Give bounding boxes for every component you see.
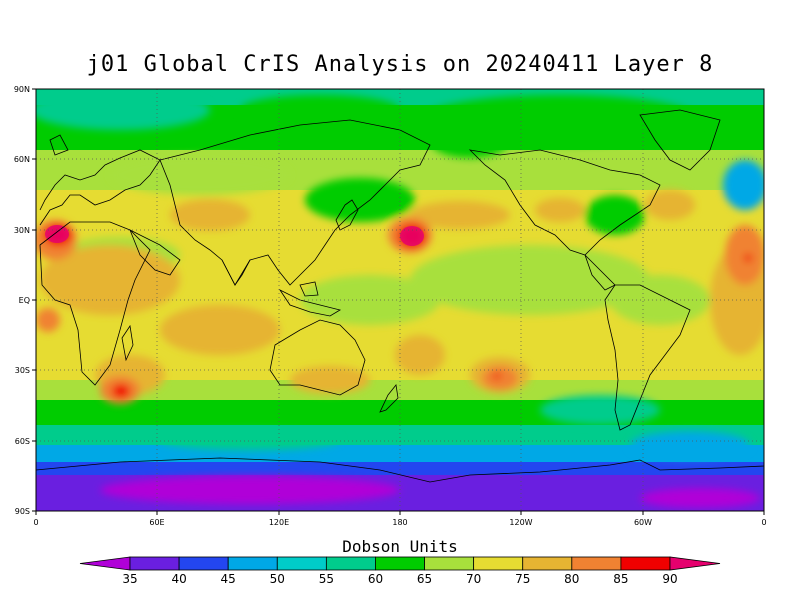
colorbar-segment — [276, 556, 327, 571]
colorbar-segment — [325, 556, 376, 571]
lon-label: 120W — [509, 518, 532, 527]
colorbar-level-label: 90 — [662, 572, 677, 586]
lon-label: 60W — [634, 518, 652, 527]
colorbar — [79, 556, 721, 571]
colorbar-segment — [129, 556, 180, 571]
colorbar-level-label: 70 — [466, 572, 481, 586]
colorbar-segment — [522, 556, 573, 571]
colorbar-segment — [571, 556, 622, 571]
lat-label: 90S — [15, 507, 30, 516]
lon-label: 120E — [269, 518, 289, 527]
graticule — [36, 89, 764, 511]
colorbar-level-label: 65 — [417, 572, 432, 586]
colorbar-segment — [424, 556, 475, 571]
lat-label: EQ — [19, 296, 30, 305]
colorbar-level-label: 85 — [613, 572, 628, 586]
colorbar-level-label: 45 — [221, 572, 236, 586]
lon-label: 0 — [761, 518, 766, 527]
lon-label: 60E — [149, 518, 164, 527]
colorbar-level-label: 60 — [368, 572, 383, 586]
colorbar-level-label: 35 — [122, 572, 137, 586]
lat-label: 30S — [15, 366, 30, 375]
axis-ticks — [32, 88, 765, 515]
colorbar-units-label: Dobson Units — [342, 537, 458, 556]
longitude-labels: 0 60E 120E 180 120W 60W 0 — [33, 518, 766, 527]
colorbar-segment — [620, 556, 671, 571]
map-title: j01 Global CrIS Analysis on 20240411 Lay… — [86, 52, 714, 77]
lon-label: 180 — [392, 518, 407, 527]
colorbar-arrow-high — [669, 556, 721, 571]
colorbar-segment — [375, 556, 425, 571]
lat-label: 60N — [14, 155, 30, 164]
colorbar-segment — [178, 556, 229, 571]
lat-label: 60S — [15, 437, 30, 446]
lat-label: 30N — [14, 226, 30, 235]
colorbar-arrow-low — [79, 556, 131, 571]
colorbar-segment — [473, 556, 524, 571]
colorbar-segment — [227, 556, 278, 571]
colorbar-level-label: 75 — [515, 572, 530, 586]
colorbar-level-label: 40 — [171, 572, 186, 586]
lon-label: 0 — [33, 518, 38, 527]
colorbar-level-label: 80 — [564, 572, 579, 586]
colorbar-level-label: 55 — [319, 572, 334, 586]
coastlines — [36, 109, 764, 483]
colorbar-labels: 35 40 45 50 55 60 65 70 75 80 85 90 — [122, 572, 677, 586]
latitude-labels: 90N 60N 30N EQ 30S 60S 90S — [14, 85, 30, 516]
colorbar-level-label: 50 — [270, 572, 285, 586]
lat-label: 90N — [14, 85, 30, 94]
